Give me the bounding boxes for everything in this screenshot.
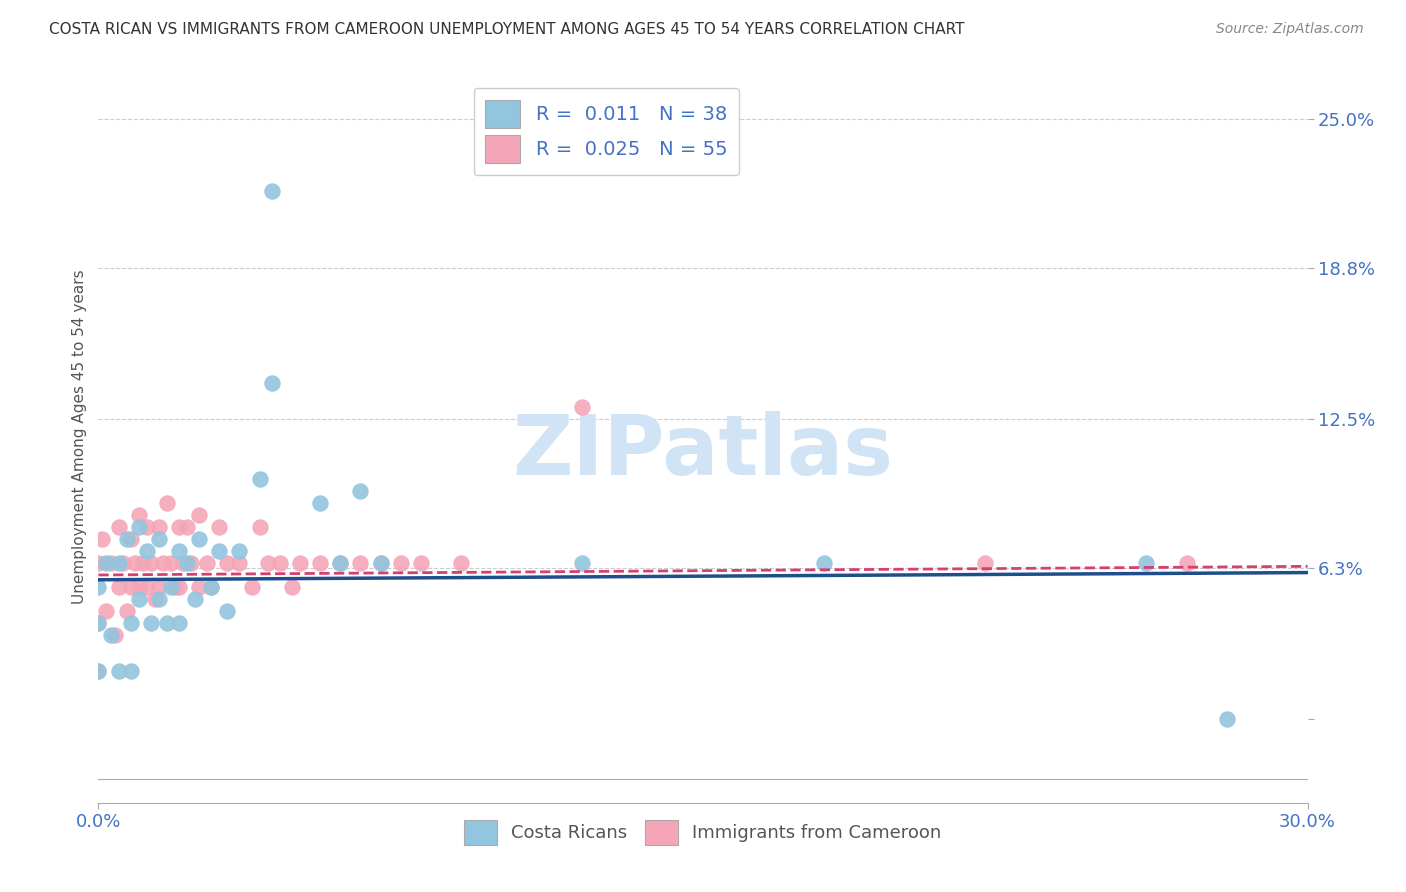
Point (450, 556, 472, 570)
Point (148, 591, 170, 606)
Point (107, 520, 129, 534)
Point (974, 556, 997, 570)
Point (256, 556, 278, 570)
Point (135, 580, 157, 594)
Point (115, 604, 138, 618)
Point (288, 556, 311, 570)
Point (813, 556, 835, 570)
Point (135, 544, 157, 558)
Point (128, 591, 150, 606)
Point (217, 556, 239, 570)
Point (167, 580, 190, 594)
Point (349, 556, 371, 570)
Point (156, 615, 179, 630)
Point (309, 556, 332, 570)
Point (139, 556, 162, 570)
Point (135, 520, 157, 534)
Point (120, 664, 142, 678)
Point (96, 556, 118, 570)
Point (167, 544, 190, 558)
Point (370, 556, 392, 570)
Point (228, 544, 250, 558)
Point (176, 520, 198, 534)
Point (132, 556, 155, 570)
Point (87, 615, 110, 630)
Point (91, 532, 114, 546)
Point (128, 520, 150, 534)
Point (120, 615, 142, 630)
Point (370, 556, 392, 570)
Point (107, 556, 129, 570)
Point (188, 580, 211, 594)
Point (148, 580, 170, 594)
Point (87, 664, 110, 678)
Point (389, 556, 412, 570)
Point (107, 664, 129, 678)
Point (309, 496, 332, 510)
Point (349, 483, 371, 498)
Point (163, 580, 186, 594)
Point (200, 580, 222, 594)
Point (188, 508, 211, 522)
Point (115, 532, 138, 546)
Point (1135, 556, 1157, 570)
Point (111, 556, 134, 570)
Point (571, 556, 593, 570)
Text: ZIPatlas: ZIPatlas (513, 411, 893, 492)
Point (148, 532, 170, 546)
Point (249, 520, 271, 534)
Text: COSTA RICAN VS IMMIGRANTS FROM CAMEROON UNEMPLOYMENT AMONG AGES 45 TO 54 YEARS C: COSTA RICAN VS IMMIGRANTS FROM CAMEROON … (49, 22, 965, 37)
Point (128, 580, 150, 594)
Point (120, 532, 142, 546)
Point (107, 580, 129, 594)
Point (228, 556, 250, 570)
Point (143, 591, 166, 606)
Point (329, 556, 352, 570)
Point (100, 628, 122, 642)
Point (160, 580, 183, 594)
Point (409, 556, 432, 570)
Text: Source: ZipAtlas.com: Source: ZipAtlas.com (1216, 22, 1364, 37)
Point (200, 580, 222, 594)
Point (87, 615, 110, 630)
Point (152, 556, 174, 570)
Point (87, 556, 110, 570)
Point (195, 556, 218, 570)
Point (260, 376, 283, 391)
Point (260, 184, 283, 198)
Point (329, 556, 352, 570)
Point (167, 615, 190, 630)
Point (240, 580, 263, 594)
Point (120, 580, 142, 594)
Point (269, 556, 291, 570)
Point (1175, 556, 1198, 570)
Point (100, 556, 122, 570)
Point (96, 604, 118, 618)
Point (249, 472, 271, 486)
Point (128, 508, 150, 522)
Y-axis label: Unemployment Among Ages 45 to 54 years: Unemployment Among Ages 45 to 54 years (72, 269, 87, 605)
Legend: Costa Ricans, Immigrants from Cameroon: Costa Ricans, Immigrants from Cameroon (457, 813, 949, 852)
Point (148, 520, 170, 534)
Point (180, 556, 202, 570)
Point (208, 544, 231, 558)
Point (281, 580, 304, 594)
Point (217, 604, 239, 618)
Point (156, 496, 179, 510)
Point (139, 615, 162, 630)
Point (167, 520, 190, 534)
Point (103, 628, 125, 642)
Point (1216, 712, 1239, 726)
Point (208, 520, 231, 534)
Point (87, 664, 110, 678)
Point (160, 556, 183, 570)
Point (124, 556, 146, 570)
Point (184, 591, 207, 606)
Point (188, 532, 211, 546)
Point (571, 400, 593, 414)
Point (176, 556, 198, 570)
Point (87, 580, 110, 594)
Point (172, 556, 194, 570)
